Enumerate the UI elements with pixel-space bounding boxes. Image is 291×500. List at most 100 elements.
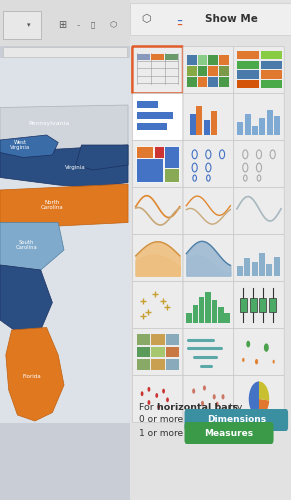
FancyBboxPatch shape [274,116,280,136]
FancyBboxPatch shape [250,298,257,312]
FancyBboxPatch shape [166,334,179,345]
FancyBboxPatch shape [183,376,234,422]
Text: -: - [77,20,80,30]
Text: ━: ━ [178,22,182,28]
FancyBboxPatch shape [166,359,179,370]
FancyBboxPatch shape [183,94,234,140]
Circle shape [166,398,169,402]
FancyBboxPatch shape [240,298,247,312]
FancyBboxPatch shape [212,300,217,324]
Text: Measures: Measures [205,428,253,438]
Text: Florida: Florida [23,374,41,378]
FancyBboxPatch shape [137,100,158,108]
Circle shape [216,402,219,407]
FancyBboxPatch shape [205,120,210,136]
Text: North
Carolina: North Carolina [41,200,64,210]
FancyBboxPatch shape [261,80,283,88]
FancyBboxPatch shape [183,188,234,234]
Text: ⊞: ⊞ [58,20,67,30]
FancyBboxPatch shape [261,61,283,69]
FancyBboxPatch shape [0,58,130,422]
Polygon shape [0,145,128,188]
FancyBboxPatch shape [234,188,284,234]
Text: West
Virginia: West Virginia [10,140,31,150]
FancyBboxPatch shape [261,70,283,79]
FancyBboxPatch shape [237,70,259,79]
FancyBboxPatch shape [132,188,183,234]
Circle shape [242,358,244,362]
FancyBboxPatch shape [219,55,229,64]
FancyBboxPatch shape [252,126,258,136]
FancyBboxPatch shape [166,346,179,358]
FancyBboxPatch shape [245,114,251,136]
Wedge shape [259,399,269,416]
FancyBboxPatch shape [137,346,150,358]
Text: horizontal bars: horizontal bars [157,402,238,411]
Polygon shape [6,328,64,421]
FancyBboxPatch shape [183,282,234,329]
Circle shape [213,394,216,400]
Polygon shape [0,265,52,332]
FancyBboxPatch shape [234,94,284,140]
FancyBboxPatch shape [3,47,127,57]
Text: ⬡: ⬡ [110,20,117,30]
Circle shape [273,360,275,364]
FancyBboxPatch shape [132,282,183,329]
Text: Virginia: Virginia [65,165,86,170]
Circle shape [201,401,204,406]
FancyBboxPatch shape [136,146,153,158]
FancyBboxPatch shape [234,376,284,422]
FancyBboxPatch shape [237,80,259,88]
Polygon shape [76,145,128,170]
FancyBboxPatch shape [234,282,284,329]
FancyBboxPatch shape [0,0,130,500]
Text: Dimensions: Dimensions [207,416,266,424]
FancyBboxPatch shape [164,146,179,168]
Circle shape [155,393,158,398]
Wedge shape [259,382,269,400]
FancyBboxPatch shape [198,77,207,86]
FancyBboxPatch shape [218,307,223,324]
FancyBboxPatch shape [3,12,41,39]
Circle shape [141,392,143,396]
FancyBboxPatch shape [132,328,183,376]
Circle shape [192,388,195,394]
Circle shape [221,394,225,400]
FancyBboxPatch shape [184,422,274,444]
Circle shape [148,400,150,405]
FancyBboxPatch shape [151,359,165,370]
FancyBboxPatch shape [136,158,163,182]
FancyBboxPatch shape [187,66,197,76]
FancyBboxPatch shape [224,312,230,324]
Circle shape [246,340,250,347]
Polygon shape [0,184,128,226]
Wedge shape [249,382,259,416]
FancyBboxPatch shape [130,0,291,500]
FancyBboxPatch shape [164,168,179,182]
FancyBboxPatch shape [132,140,183,188]
FancyBboxPatch shape [151,334,165,345]
FancyBboxPatch shape [137,359,150,370]
FancyBboxPatch shape [199,297,205,324]
FancyBboxPatch shape [208,77,218,86]
Text: 1 or more: 1 or more [139,428,183,438]
FancyBboxPatch shape [132,46,183,94]
FancyBboxPatch shape [237,61,259,69]
FancyBboxPatch shape [0,0,130,46]
Circle shape [264,344,269,352]
FancyBboxPatch shape [208,66,218,76]
FancyBboxPatch shape [183,234,234,282]
FancyBboxPatch shape [183,328,234,376]
Text: Pennsylvania: Pennsylvania [29,122,70,126]
FancyBboxPatch shape [137,54,150,60]
FancyBboxPatch shape [234,328,284,376]
FancyBboxPatch shape [259,253,265,276]
FancyBboxPatch shape [154,146,164,158]
FancyBboxPatch shape [187,77,197,86]
FancyBboxPatch shape [130,3,291,35]
FancyBboxPatch shape [151,54,164,60]
FancyBboxPatch shape [234,140,284,188]
FancyBboxPatch shape [234,234,284,282]
FancyBboxPatch shape [261,51,283,60]
FancyBboxPatch shape [193,305,198,324]
